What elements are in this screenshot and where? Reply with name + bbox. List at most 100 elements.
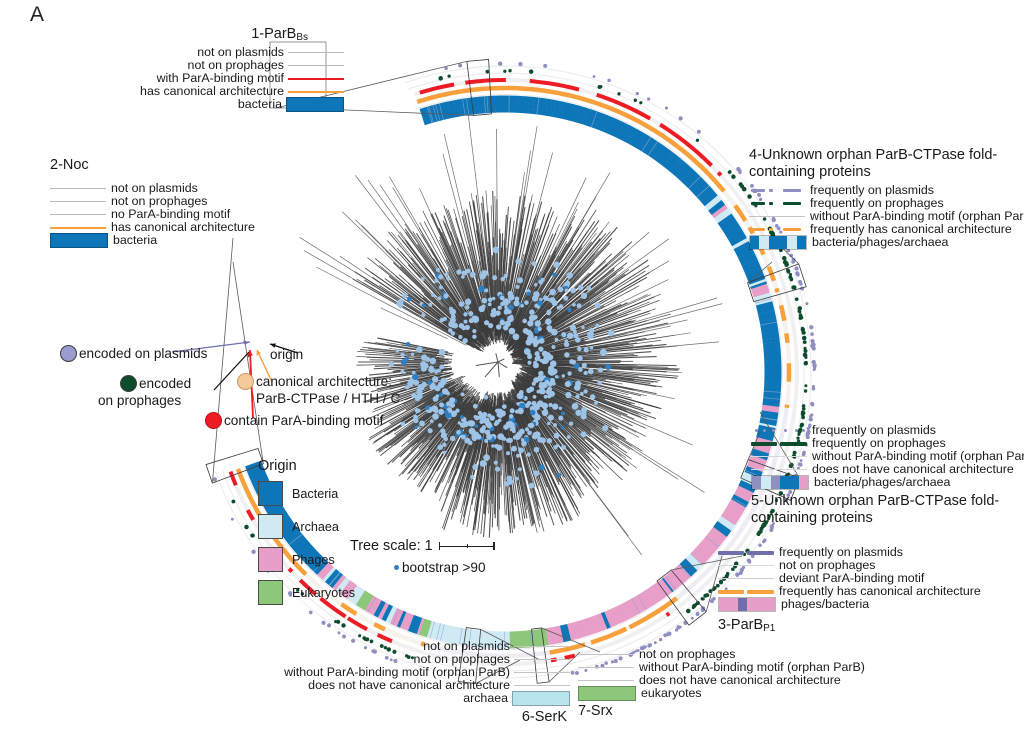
swatch-segment bbox=[761, 476, 770, 489]
swatch-segment bbox=[747, 598, 756, 611]
clade-legend-row: not on plasmids bbox=[230, 640, 570, 653]
legend-encoded-on-prophages: encoded on prophages bbox=[120, 375, 191, 408]
swatch-segment bbox=[738, 598, 747, 611]
legend-contain-para-binding-motif: contain ParA-binding motif bbox=[205, 412, 383, 429]
clade-title-srx: 7-Srx bbox=[578, 703, 865, 723]
clade-title-unknown4: 4-Unknown orphan ParB-CTPase fold- conta… bbox=[749, 147, 1024, 181]
swatch-line bbox=[50, 214, 106, 215]
clade-title-noc: 2-Noc bbox=[50, 157, 255, 177]
swatch-line bbox=[50, 201, 106, 202]
swatch-line bbox=[718, 565, 774, 566]
swatch-segment bbox=[756, 598, 765, 611]
swatch-dashes bbox=[751, 441, 807, 446]
clade-legend-row-label: bacteria bbox=[238, 98, 282, 111]
swatch-dashes bbox=[749, 201, 805, 206]
swatch-segment bbox=[771, 476, 780, 489]
swatch-dots bbox=[751, 428, 807, 433]
swatch-line bbox=[578, 654, 634, 655]
swatch-dashes bbox=[718, 589, 774, 594]
legend-label-line2: ParB-CTPase / HTH / C bbox=[256, 391, 400, 406]
clade-legend-row-label: bacteria/phages/archaea bbox=[814, 476, 950, 489]
clade-legend-row: bacteria/phages/archaea bbox=[749, 236, 1024, 249]
prophage-dot-icon bbox=[120, 375, 137, 392]
clade-title-text: 5-Unknown orphan ParB-CTPase fold- bbox=[751, 493, 999, 509]
origin-color-swatch bbox=[258, 547, 283, 572]
origin-legend-title: Origin bbox=[258, 458, 355, 474]
clade-title-text: 6-SerK bbox=[522, 709, 567, 725]
swatch-segment bbox=[728, 598, 737, 611]
swatch-line bbox=[288, 52, 344, 53]
swatch-segment bbox=[750, 236, 759, 249]
tree-scale: Tree scale: 1 bbox=[350, 538, 495, 554]
origin-color-swatch bbox=[258, 514, 283, 539]
origin-legend-item: Bacteria bbox=[258, 481, 355, 506]
clade-title-parb-bs: 1-ParBBs bbox=[14, 26, 344, 46]
swatch-segment bbox=[752, 476, 761, 489]
swatch-box bbox=[286, 97, 344, 112]
clade-title-serk: 6-SerK bbox=[230, 709, 570, 729]
swatch-line bbox=[749, 216, 805, 217]
legend-label: encoded on plasmids bbox=[79, 346, 207, 361]
legend-label: contain ParA-binding motif bbox=[224, 413, 383, 428]
clade-legend-row-label: phages/bacteria bbox=[781, 598, 869, 611]
swatch-line bbox=[514, 659, 570, 660]
clade-legend-row-label: bacteria/phages/archaea bbox=[812, 236, 948, 249]
plasmid-dot-icon bbox=[60, 345, 77, 362]
swatch-segment bbox=[769, 236, 778, 249]
clade-legend-row-label: archaea bbox=[463, 692, 508, 705]
swatch-line bbox=[578, 667, 634, 668]
clade-title-text-line2: containing proteins bbox=[749, 164, 871, 180]
legend-label-line2: on prophages bbox=[98, 393, 191, 408]
origin-legend-item: Eukaryotes bbox=[258, 580, 355, 605]
origin-color-swatch bbox=[258, 481, 283, 506]
swatch-line bbox=[751, 469, 807, 470]
clade-title-text: 1-ParB bbox=[251, 26, 296, 42]
bootstrap-legend: bootstrap >90 bbox=[394, 560, 486, 575]
swatch-line bbox=[514, 672, 570, 673]
legend-encoded-on-plasmids: encoded on plasmids bbox=[60, 345, 207, 362]
swatch-dashes bbox=[718, 550, 774, 555]
clade-title-parb-p1: 3-ParBP1 bbox=[718, 617, 981, 637]
swatch-box bbox=[512, 691, 570, 706]
clade-title-text: 2-Noc bbox=[50, 157, 89, 173]
swatch-segments bbox=[718, 597, 776, 612]
tree-branches bbox=[300, 108, 723, 555]
clade-legend-row: eukaryotes bbox=[578, 687, 865, 700]
swatch-segment bbox=[759, 236, 768, 249]
swatch-dashes bbox=[749, 188, 805, 193]
swatch-line bbox=[578, 680, 634, 681]
clade-legend-row: archaea bbox=[230, 692, 570, 705]
clade-legend-row: bacteria bbox=[50, 234, 255, 247]
swatch-line bbox=[514, 685, 570, 686]
legend-label-line1: canonical architecture: bbox=[256, 374, 392, 389]
origin-color-swatch bbox=[258, 580, 283, 605]
tree-scale-label: Tree scale: 1 bbox=[350, 538, 433, 554]
swatch-segment bbox=[780, 476, 789, 489]
tree-scale-bar-icon bbox=[439, 542, 495, 550]
clade-title-subscript: P1 bbox=[763, 623, 775, 634]
clade-legend-row: bacteria bbox=[14, 98, 344, 111]
swatch-line bbox=[288, 91, 344, 93]
swatch-line bbox=[50, 188, 106, 189]
origin-legend-label: Bacteria bbox=[292, 487, 338, 501]
swatch-line bbox=[50, 227, 106, 229]
bootstrap-support-dots bbox=[389, 247, 615, 489]
swatch-dashes bbox=[749, 227, 805, 232]
swatch-segment bbox=[797, 236, 806, 249]
clade-legend-row-label: bacteria bbox=[113, 234, 157, 247]
panel-letter: A bbox=[30, 3, 44, 27]
clade-title-text: 4-Unknown orphan ParB-CTPase fold- bbox=[749, 147, 997, 163]
swatch-line bbox=[514, 646, 570, 647]
legend-canonical-architecture: canonical architecture: ParB-CTPase / HT… bbox=[237, 373, 400, 406]
legend-label-line1: encoded bbox=[139, 376, 191, 391]
clade-legend-row-label: eukaryotes bbox=[641, 687, 702, 700]
swatch-line bbox=[288, 65, 344, 66]
